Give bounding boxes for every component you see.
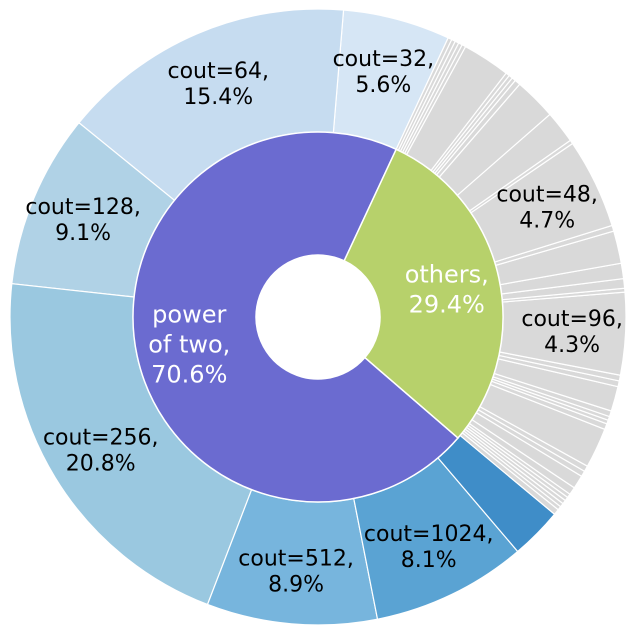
outer-label: cout=96, 4.3% <box>521 307 623 358</box>
outer-label: cout=1024, 8.1% <box>364 522 494 573</box>
outer-label: cout=64, 15.4% <box>167 59 269 110</box>
inner-label: power of two, 70.6% <box>148 301 230 389</box>
inner-wedge <box>132 131 460 503</box>
labels: cout=32, 5.6% cout=64, 15.4% cout=128, 9.1% co… <box>25 47 623 598</box>
outer-label: cout=48, 4.7% <box>496 182 598 233</box>
inner-label: others, 29.4% <box>405 260 489 318</box>
outer-label: cout=512, 8.9% <box>238 547 354 598</box>
inner-ring <box>132 131 504 503</box>
outer-label: cout=32, 5.6% <box>333 47 435 98</box>
inner-wedge <box>343 148 504 440</box>
outer-ring <box>9 8 627 626</box>
outer-label: cout=256, 20.8% <box>43 426 159 477</box>
outer-label: cout=128, 9.1% <box>25 195 141 246</box>
